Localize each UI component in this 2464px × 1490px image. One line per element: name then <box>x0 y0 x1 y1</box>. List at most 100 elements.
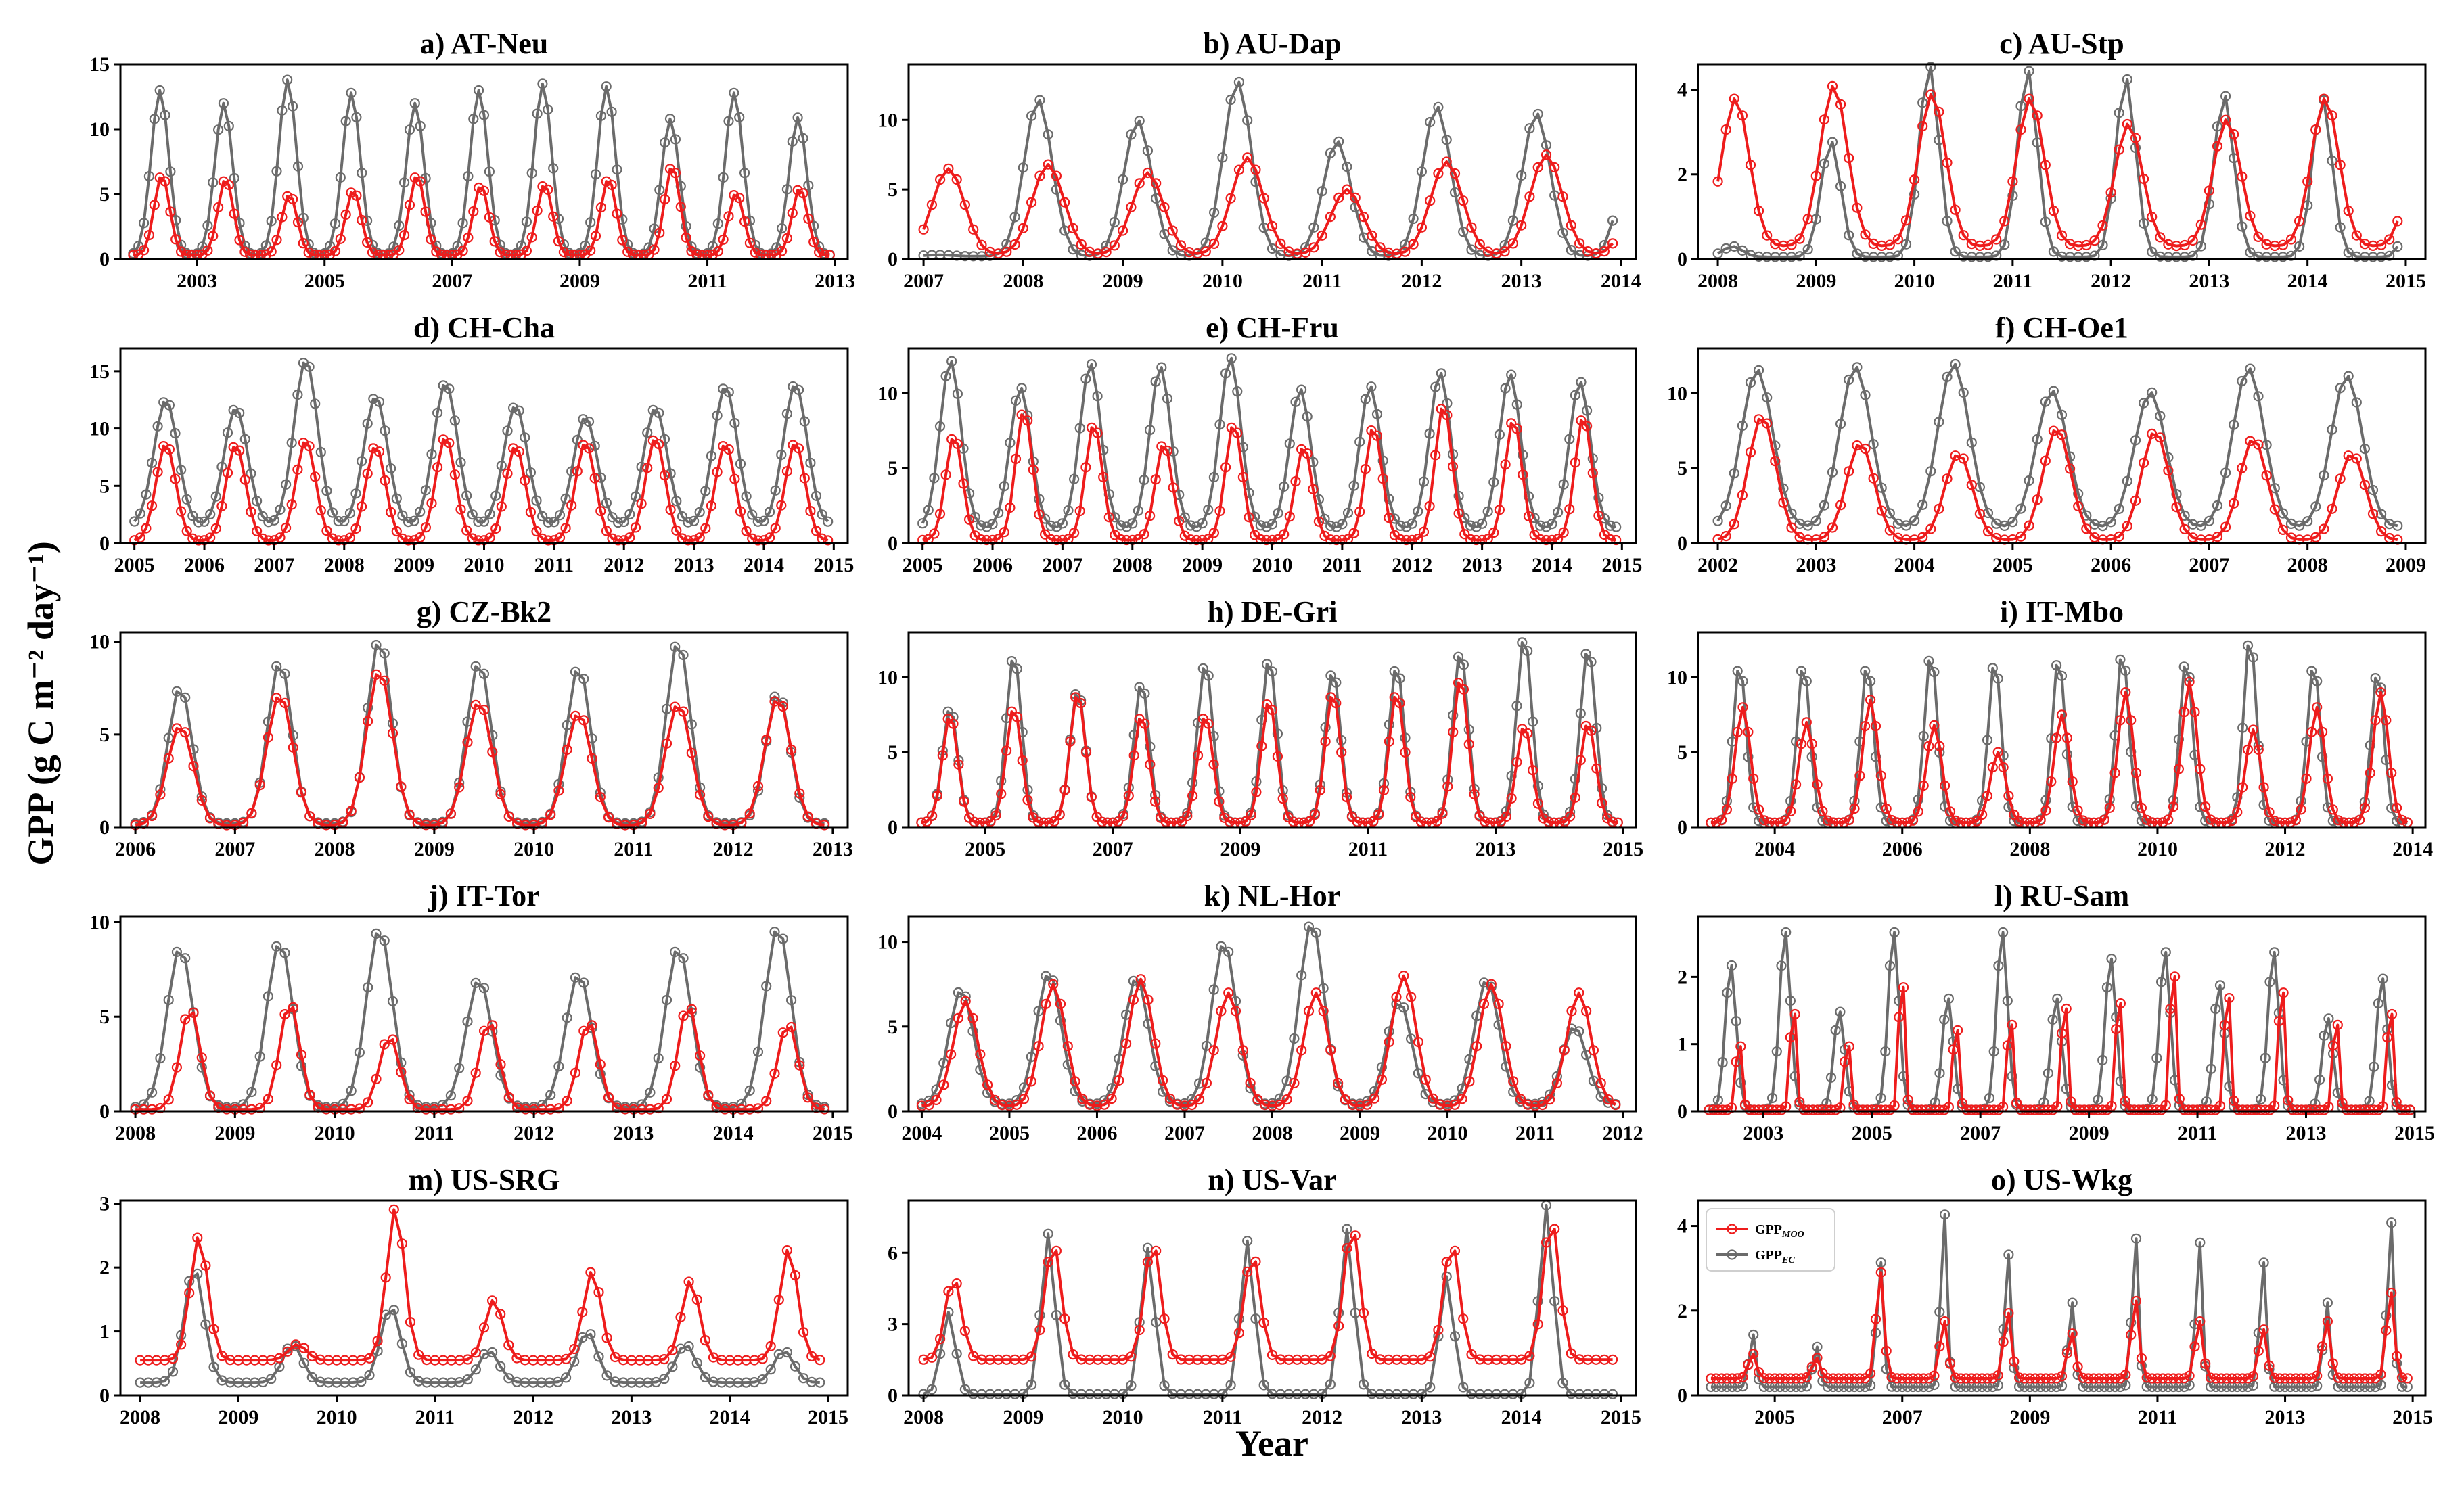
data-point-ec-d <box>315 446 326 458</box>
data-point-ec-d <box>222 427 233 438</box>
data-point-ec-h <box>1453 651 1464 662</box>
data-point-moo-b <box>1367 230 1377 241</box>
data-point-ec-l <box>2151 1052 2162 1063</box>
data-point-moo-f <box>2237 463 2248 473</box>
data-point-ec-f <box>2015 503 2026 514</box>
data-point-ec-j <box>147 1087 158 1098</box>
legend-marker-moo <box>1727 1224 1737 1234</box>
data-point-moo-f <box>1876 505 1887 516</box>
data-point-moo-a <box>478 185 490 196</box>
data-point-moo-h <box>926 810 938 822</box>
data-point-moo-o <box>2396 1372 2407 1383</box>
data-point-ec-l <box>2002 995 2013 1006</box>
data-point-ec-h <box>1272 728 1283 739</box>
x-tick-label-j: 2013 <box>613 1122 654 1144</box>
data-point-moo-e <box>958 478 969 489</box>
data-point-moo-c <box>2114 144 2124 155</box>
data-point-moo-g <box>777 701 788 712</box>
x-tick-label-i: 2006 <box>1882 838 1923 860</box>
data-point-ec-b <box>1117 174 1128 185</box>
data-point-moo-g <box>246 808 257 818</box>
x-tick-label-k: 2008 <box>1252 1122 1293 1144</box>
data-point-moo-c <box>1999 216 2010 227</box>
y-tick-label-f: 0 <box>1677 532 1687 555</box>
data-point-moo-e <box>1447 461 1459 472</box>
data-point-moo-o <box>1897 1373 1908 1384</box>
data-point-moo-d <box>612 535 624 546</box>
data-point-moo-n <box>1151 1245 1162 1256</box>
data-point-moo-n <box>1250 1256 1261 1267</box>
data-point-ec-h <box>1532 781 1543 791</box>
data-point-moo-a <box>165 206 176 217</box>
x-tick-label-n: 2009 <box>1003 1406 1043 1428</box>
data-point-moo-g <box>445 808 457 819</box>
data-point-ec-c <box>1925 62 1936 72</box>
data-point-moo-o <box>2061 1348 2072 1359</box>
x-tick-label-b: 2014 <box>1601 270 1641 292</box>
data-point-moo-a <box>686 246 697 256</box>
data-point-moo-d <box>252 526 263 536</box>
data-point-ec-e <box>940 371 951 381</box>
data-point-ec-e <box>1541 521 1551 532</box>
data-point-ec-i <box>1929 666 1940 678</box>
data-point-moo-b <box>1516 220 1527 231</box>
series-line-ec-n <box>923 1204 1613 1396</box>
data-point-moo-c <box>1925 89 1936 100</box>
x-tick-label-f: 2002 <box>1697 554 1738 576</box>
data-point-moo-g <box>819 820 830 831</box>
data-point-moo-f <box>2367 509 2379 519</box>
axes-frame-j <box>119 915 849 1113</box>
data-point-moo-b <box>1034 170 1045 181</box>
data-point-moo-d <box>415 532 426 543</box>
data-point-moo-i <box>1796 739 1806 749</box>
data-point-ec-h <box>1006 655 1018 667</box>
data-point-moo-e <box>1290 475 1301 487</box>
data-point-moo-l <box>2400 1104 2411 1115</box>
data-point-moo-a <box>739 216 750 227</box>
y-tick-label-d: 10 <box>89 418 110 440</box>
data-point-moo-e <box>1331 534 1342 546</box>
data-point-ec-k <box>1303 921 1315 932</box>
data-point-moo-i <box>1992 747 2003 758</box>
data-point-moo-h <box>1378 785 1390 795</box>
data-point-moo-l <box>1880 1104 1891 1115</box>
data-point-ec-c <box>2048 246 2059 257</box>
data-point-moo-n <box>1557 1305 1568 1316</box>
data-point-moo-g <box>188 761 199 772</box>
data-point-ec-j <box>752 1046 764 1057</box>
data-point-moo-n <box>1242 1266 1253 1277</box>
data-point-moo-i <box>1913 806 1923 817</box>
data-point-ec-c <box>2294 241 2305 252</box>
data-point-ec-e <box>999 481 1009 492</box>
data-point-ec-e <box>1232 386 1243 397</box>
x-tick-label-c: 2011 <box>1993 270 2032 292</box>
data-point-moo-a <box>288 193 298 205</box>
data-point-moo-l <box>2404 1104 2415 1115</box>
data-point-ec-c <box>2139 218 2149 229</box>
data-point-moo-a <box>612 208 622 219</box>
data-point-moo-k <box>1135 974 1146 985</box>
data-point-ec-a <box>139 218 150 229</box>
data-point-ec-m <box>208 1361 219 1372</box>
data-point-moo-n <box>968 1351 979 1361</box>
data-point-ec-g <box>271 661 282 672</box>
data-point-moo-a <box>723 211 734 222</box>
y-tick-label-f: 5 <box>1677 457 1687 480</box>
data-point-ec-k <box>1588 1075 1599 1086</box>
data-point-ec-j <box>562 1012 572 1023</box>
data-point-moo-m <box>396 1238 408 1249</box>
data-point-moo-h <box>1075 697 1087 709</box>
data-point-ec-b <box>1109 217 1120 228</box>
data-point-moo-b <box>1217 220 1228 231</box>
x-axis-title: Year <box>1235 1423 1308 1464</box>
data-point-ec-a <box>543 104 553 115</box>
data-point-moo-b <box>1466 222 1477 233</box>
data-point-ec-l <box>2038 1097 2049 1108</box>
data-point-moo-a <box>160 176 170 187</box>
data-point-ec-b <box>1433 101 1444 112</box>
data-point-moo-m <box>184 1288 195 1299</box>
data-point-ec-b <box>1607 215 1618 226</box>
y-tick-label-m: 3 <box>99 1193 110 1215</box>
data-point-moo-f <box>1827 522 1838 533</box>
